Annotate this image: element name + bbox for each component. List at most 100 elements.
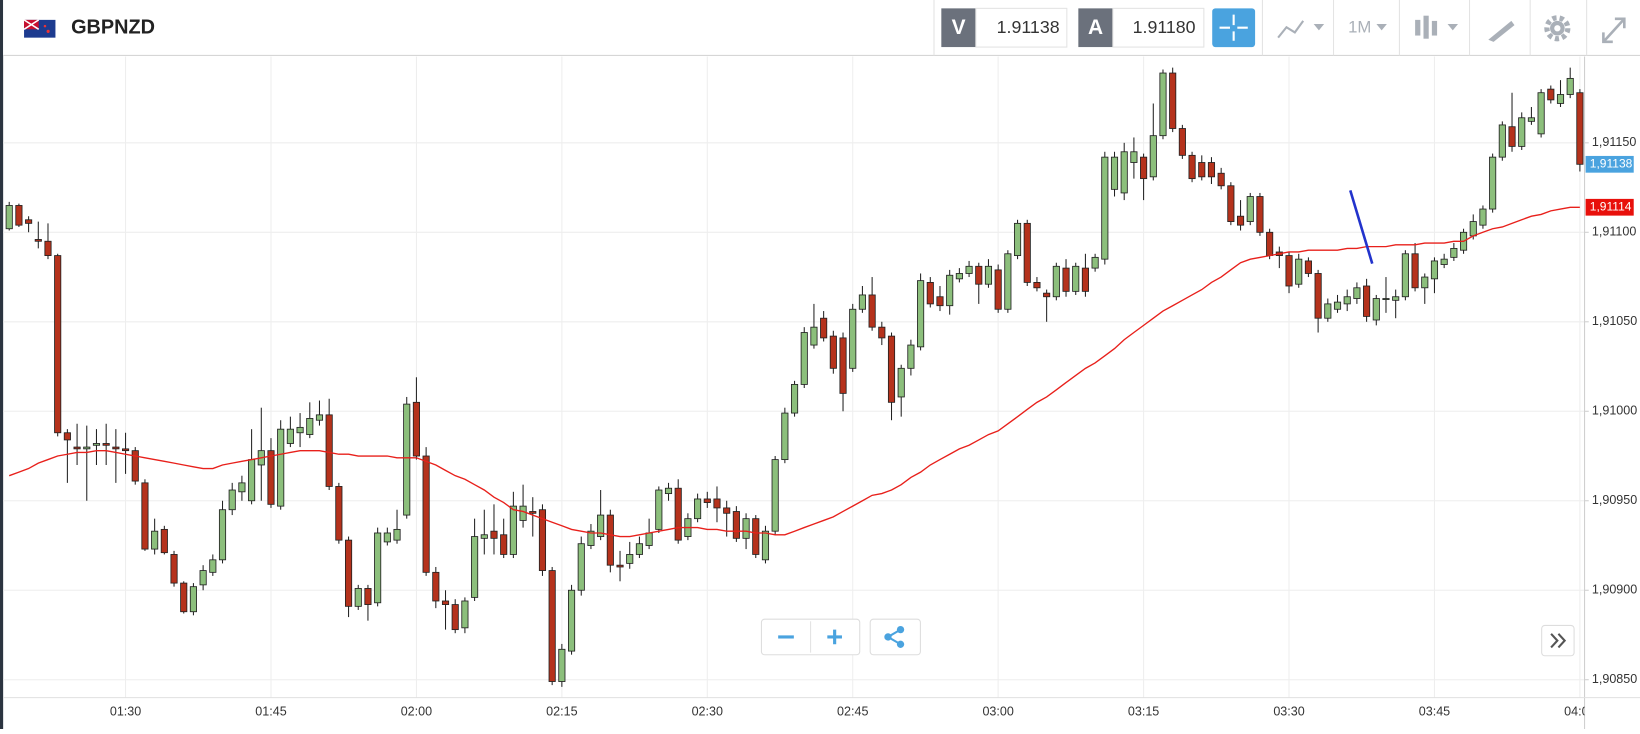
candle-body: [1169, 72, 1177, 129]
candle-body: [1508, 126, 1516, 147]
candle-body: [1324, 303, 1332, 319]
candle-body: [1450, 247, 1458, 258]
candle-body: [170, 554, 178, 584]
candle-body: [984, 265, 993, 285]
candle-body: [519, 505, 527, 521]
candle-body: [92, 443, 101, 446]
candle-body: [131, 450, 139, 482]
candle-body: [451, 604, 459, 631]
time-labels: 01:30 01:45 02:00 02:15 02:30 02:45 03:00 03:15…: [110, 705, 1585, 719]
candle-style-button[interactable]: [1415, 15, 1459, 39]
candle-body: [849, 308, 857, 369]
candle-body: [248, 459, 256, 502]
toolbar-background: [3, 0, 1640, 56]
candle-body: [1188, 154, 1196, 180]
candle-body: [597, 514, 605, 537]
candle-body: [752, 518, 760, 555]
fullscreen-button[interactable]: [1602, 17, 1626, 44]
candle-body: [15, 205, 23, 226]
candle-body: [1062, 267, 1070, 292]
candle-body: [199, 570, 207, 586]
candle-body: [1421, 276, 1429, 289]
candle-body: [500, 534, 508, 555]
drawn-trendline[interactable]: [1349, 189, 1374, 264]
flag-icon: [23, 19, 56, 38]
candle-body: [1304, 260, 1312, 274]
bid-price: 1.91138: [997, 17, 1060, 37]
x-tick-label: 03:15: [1128, 705, 1159, 719]
candle-body: [344, 539, 353, 607]
bid-box: [975, 7, 1068, 48]
candle-body: [1518, 117, 1526, 147]
candle-body: [1120, 151, 1128, 194]
ask-button[interactable]: [1078, 8, 1113, 48]
candle-body: [1198, 162, 1206, 178]
candle-body: [1479, 208, 1487, 226]
bid-button[interactable]: [941, 8, 976, 48]
candle-body: [1013, 222, 1022, 256]
timeframe-button[interactable]: 1M: [1348, 18, 1371, 37]
candle-body: [1566, 77, 1574, 95]
price-marker: [1585, 198, 1634, 216]
candle-body: [54, 255, 62, 434]
candle-body: [1091, 256, 1099, 269]
candle-body: [655, 489, 663, 530]
candle-body: [1295, 258, 1303, 285]
candle-body: [723, 507, 731, 514]
candle-body: [790, 384, 799, 414]
settings-button[interactable]: [1544, 15, 1571, 42]
candle-body: [1498, 124, 1506, 158]
candle-body: [1178, 128, 1186, 156]
candle-body: [878, 326, 886, 339]
candle-body: [180, 582, 188, 613]
candle-body: [286, 428, 294, 444]
candle-body: [538, 509, 547, 571]
share-button[interactable]: [884, 625, 905, 648]
candle-body: [5, 205, 13, 230]
candle-body: [325, 414, 333, 487]
candle-body: [1159, 72, 1167, 137]
candle-body: [306, 418, 314, 435]
candle-body: [868, 294, 876, 328]
candle-body: [771, 459, 779, 532]
chart-type-button[interactable]: [1277, 20, 1325, 39]
candle-body: [606, 514, 614, 566]
candle-body: [664, 487, 673, 495]
candle-body: [383, 532, 391, 543]
axes: 1,90850 1,90900 1,90950 1,91000 1,91050 1,911…: [110, 135, 1637, 718]
draw-tool-button[interactable]: [1488, 20, 1515, 42]
candle-body: [645, 532, 653, 546]
candle-body: [1149, 135, 1157, 178]
candle-body: [1023, 222, 1031, 283]
candle-body: [1372, 298, 1380, 321]
candle-body: [1547, 88, 1555, 101]
x-tick-label: 01:45: [255, 705, 286, 719]
candle-body: [1130, 151, 1138, 163]
candle-body: [858, 294, 866, 310]
bid-label: V: [952, 16, 966, 39]
x-tick-label: 02:30: [692, 705, 723, 719]
candle-body: [315, 414, 324, 421]
candle-body: [403, 403, 411, 516]
candle-body: [1081, 267, 1089, 292]
share-box: [869, 618, 921, 656]
candle-body: [907, 344, 915, 369]
candle-body: [567, 589, 576, 652]
candle-body: [471, 536, 479, 598]
candle-body: [694, 498, 702, 520]
ask-price: 1.91180: [1133, 17, 1196, 37]
candle-body: [1207, 162, 1216, 178]
candle-body: [73, 446, 81, 450]
candle-body: [441, 600, 450, 605]
scroll-end-button[interactable]: [1550, 633, 1567, 649]
candle-body: [1430, 260, 1439, 280]
candle-body: [1266, 231, 1274, 256]
timeframe-caret: [1376, 24, 1387, 31]
x-tick-label: 03:00: [982, 705, 1013, 719]
candle-body: [1072, 265, 1080, 292]
candle-body: [228, 489, 236, 511]
zoom-in-button[interactable]: [827, 629, 842, 645]
crosshair-button[interactable]: [1212, 8, 1256, 48]
candle-body: [839, 337, 847, 394]
candle-body: [1043, 292, 1051, 298]
